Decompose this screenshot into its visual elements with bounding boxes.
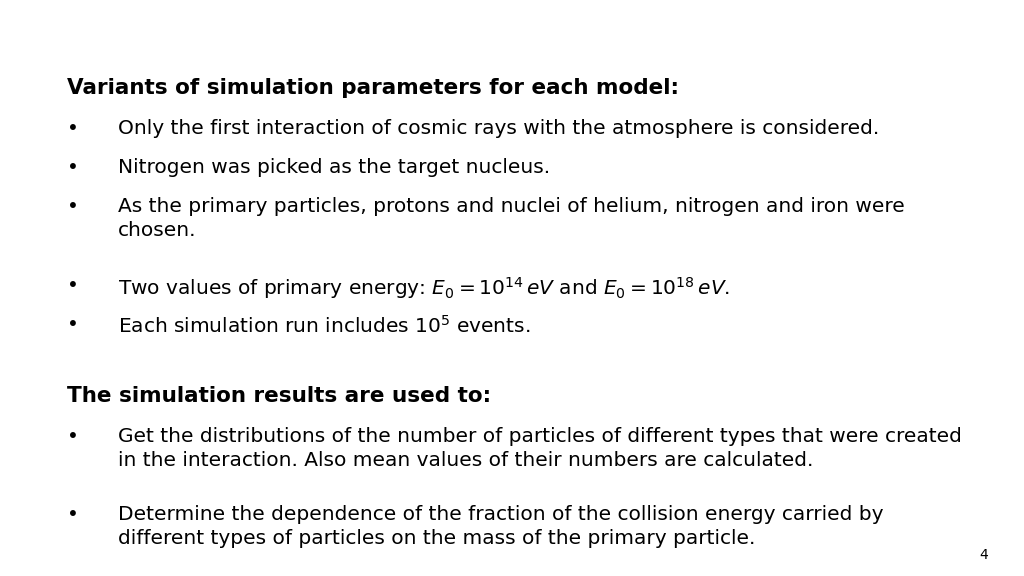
Text: Two values of primary energy: $E_0 = 10^{14}\,eV$ and $E_0 = 10^{18}\,eV$.: Two values of primary energy: $E_0 = 10^… — [118, 275, 730, 301]
Text: Nitrogen was picked as the target nucleus.: Nitrogen was picked as the target nucleu… — [118, 158, 550, 177]
Text: Determine the dependence of the fraction of the collision energy carried by
diff: Determine the dependence of the fraction… — [118, 505, 884, 548]
Text: •: • — [67, 158, 79, 177]
Text: The simulation results are used to:: The simulation results are used to: — [67, 385, 490, 406]
Text: •: • — [67, 197, 79, 216]
Text: 4: 4 — [979, 548, 988, 562]
Text: Only the first interaction of cosmic rays with the atmosphere is considered.: Only the first interaction of cosmic ray… — [118, 119, 879, 138]
Text: •: • — [67, 119, 79, 138]
Text: Get the distributions of the number of particles of different types that were cr: Get the distributions of the number of p… — [118, 427, 962, 470]
Text: Variants of simulation parameters for each model:: Variants of simulation parameters for ea… — [67, 78, 679, 98]
Text: •: • — [67, 314, 79, 334]
Text: Each simulation run includes $10^5$ events.: Each simulation run includes $10^5$ even… — [118, 314, 530, 336]
Text: As the primary particles, protons and nuclei of helium, nitrogen and iron were
c: As the primary particles, protons and nu… — [118, 197, 904, 240]
Text: •: • — [67, 427, 79, 446]
Text: •: • — [67, 275, 79, 294]
Text: •: • — [67, 505, 79, 524]
